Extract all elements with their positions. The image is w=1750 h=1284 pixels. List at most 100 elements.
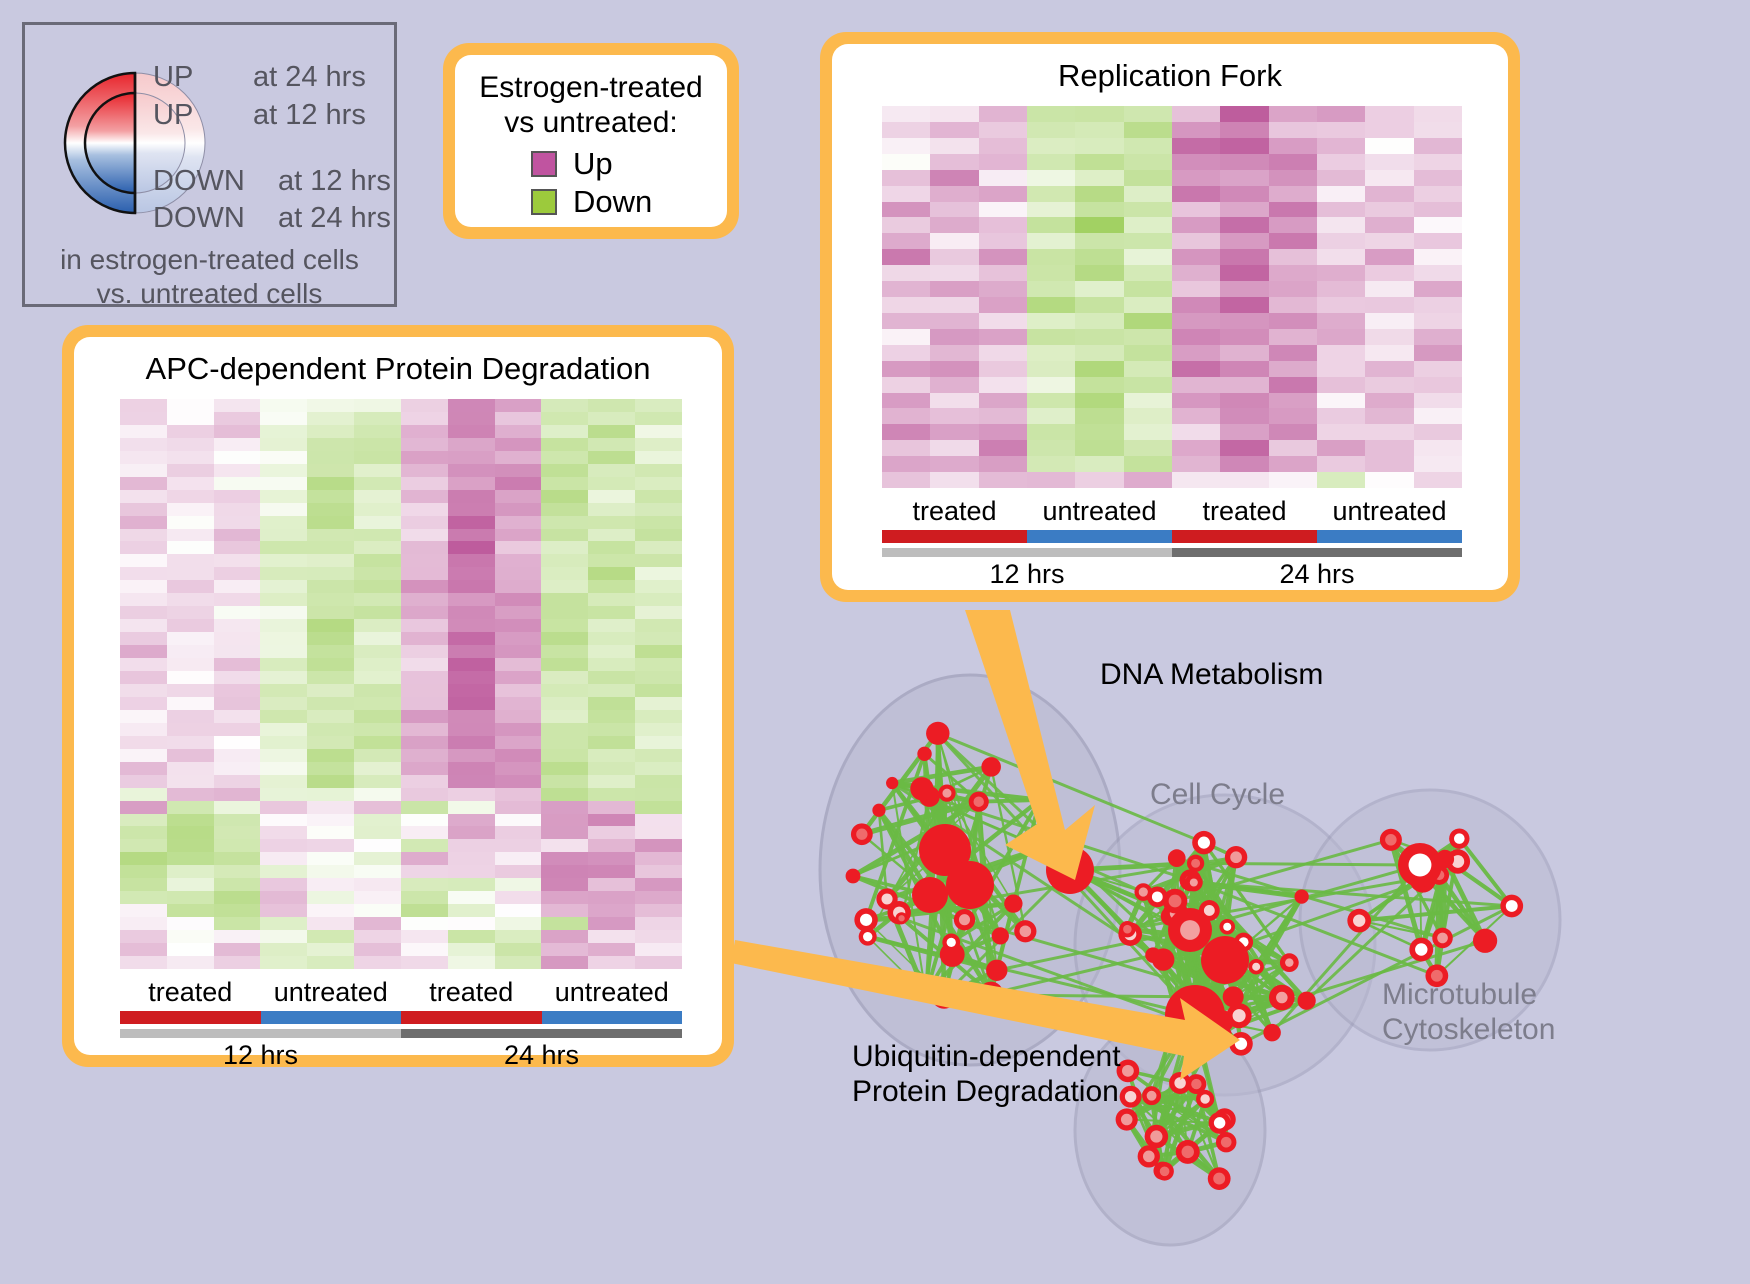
heatmap-cell	[166, 437, 214, 451]
network-edge	[1189, 878, 1438, 978]
heatmap-cell	[120, 748, 167, 762]
heatmap-cell	[541, 891, 589, 905]
heatmap-cell	[120, 658, 167, 672]
network-node	[1033, 793, 1046, 807]
network-node-core	[1213, 1172, 1226, 1185]
heatmap-cell	[541, 554, 589, 568]
heatmap-cell	[978, 376, 1027, 393]
heatmap-cell	[166, 722, 214, 736]
network-node	[1222, 986, 1244, 1008]
heatmap-cell	[541, 956, 589, 969]
heatmap-cell	[260, 463, 308, 477]
heatmap-cell	[166, 852, 214, 866]
heatmap-cell	[1075, 185, 1124, 202]
heatmap-cell	[166, 891, 214, 905]
heatmap-cell	[588, 424, 636, 438]
network-node-core	[1454, 833, 1465, 844]
heatmap-cell	[1413, 408, 1462, 425]
heatmap-cell	[635, 917, 682, 931]
heatmap-cell	[213, 580, 261, 594]
heatmap-cell	[166, 800, 214, 814]
heatmap-cell	[1026, 297, 1076, 313]
network-node	[1046, 846, 1094, 894]
network-edge	[1240, 904, 1513, 1046]
network-node-core	[1223, 922, 1232, 931]
heatmap-cell	[882, 233, 931, 250]
heatmap-cell	[588, 787, 636, 801]
heatmap-cell	[978, 297, 1027, 313]
heatmap-cell	[307, 528, 355, 542]
heatmap-cell	[1123, 169, 1172, 186]
heatmap-cell	[635, 632, 682, 646]
heatmap-cell	[882, 360, 931, 377]
heatmap-cell	[541, 619, 589, 633]
network-node	[946, 861, 994, 909]
network-node-core	[859, 913, 873, 926]
heatmap-cell	[541, 917, 589, 931]
heatmap-cell	[1220, 106, 1269, 122]
heatmap-cell	[588, 593, 636, 607]
heatmap-cell	[400, 917, 448, 931]
heatmap-cell	[354, 567, 401, 581]
heatmap-cell	[260, 528, 308, 542]
heatmap-cell	[1365, 328, 1414, 345]
heatmap-cell	[1075, 312, 1124, 329]
ubiquitin-line2: Protein Degradation	[852, 1074, 1119, 1108]
heatmap-cell	[120, 489, 167, 503]
heatmap-cell	[1316, 249, 1366, 266]
heatmap-cell	[882, 265, 931, 282]
network-edge	[1219, 873, 1440, 955]
heatmap-cell	[447, 489, 495, 503]
heatmap-cell	[494, 683, 542, 697]
heatmap-cell	[882, 376, 931, 393]
heatmap-cell	[213, 735, 261, 749]
heatmap-cell	[1123, 328, 1172, 345]
heatmap-cell	[541, 787, 589, 801]
heatmap-cell	[978, 456, 1027, 473]
heatmap-cell	[307, 683, 355, 697]
heatmap-cell	[1365, 456, 1414, 473]
heatmap-cell	[1413, 312, 1462, 329]
group-label-3: untreated	[1332, 496, 1447, 526]
heatmap-cell	[260, 683, 308, 697]
legend-title-line1: Estrogen-treated	[479, 71, 703, 104]
heatmap-cell	[1316, 217, 1366, 234]
heatmap-cell	[1123, 281, 1172, 297]
heatmap-cell	[120, 567, 167, 581]
heatmap-cell	[307, 839, 355, 853]
heatmap-cell	[447, 943, 495, 957]
heatmap-cell	[213, 826, 261, 840]
heatmap-cell	[1026, 249, 1076, 266]
heatmap-cell	[1413, 201, 1462, 218]
apc-degradation-panel: APC-dependent Protein Degradation treate…	[62, 325, 734, 1070]
cluster-label-dna-metabolism: DNA Metabolism	[1100, 658, 1324, 691]
heatmap-cell	[541, 852, 589, 866]
heatmap-cell	[1268, 137, 1317, 154]
heatmap-cell	[354, 476, 401, 490]
heatmap-cell	[260, 943, 308, 957]
heatmap-cell	[1413, 169, 1462, 186]
heatmap-cell	[635, 904, 682, 918]
heatmap-cell	[1123, 297, 1172, 313]
heatmap-cell	[494, 813, 542, 827]
heatmap-cell	[260, 735, 308, 749]
heatmap-cell	[635, 424, 682, 438]
heatmap-cell	[541, 722, 589, 736]
heatmap-cell	[354, 528, 401, 542]
heatmap-cell	[1075, 472, 1124, 488]
heatmap-cell	[166, 463, 214, 477]
apc-group-bar-treated-12	[120, 1011, 261, 1024]
heatmap-cell	[1026, 376, 1076, 393]
heatmap-cell	[1026, 121, 1076, 138]
heatmap-cell	[1268, 201, 1317, 218]
heatmap-cell	[930, 312, 979, 329]
heatmap-cell	[1268, 106, 1317, 122]
heatmap-cell	[1075, 121, 1124, 138]
heatmap-cell	[260, 593, 308, 607]
heatmap-cell	[930, 392, 979, 409]
heatmap-cell	[260, 891, 308, 905]
network-edge	[877, 808, 967, 921]
heatmap-cell	[1171, 217, 1221, 234]
heatmap-cell	[400, 696, 448, 710]
heatmap-cell	[1171, 265, 1221, 282]
